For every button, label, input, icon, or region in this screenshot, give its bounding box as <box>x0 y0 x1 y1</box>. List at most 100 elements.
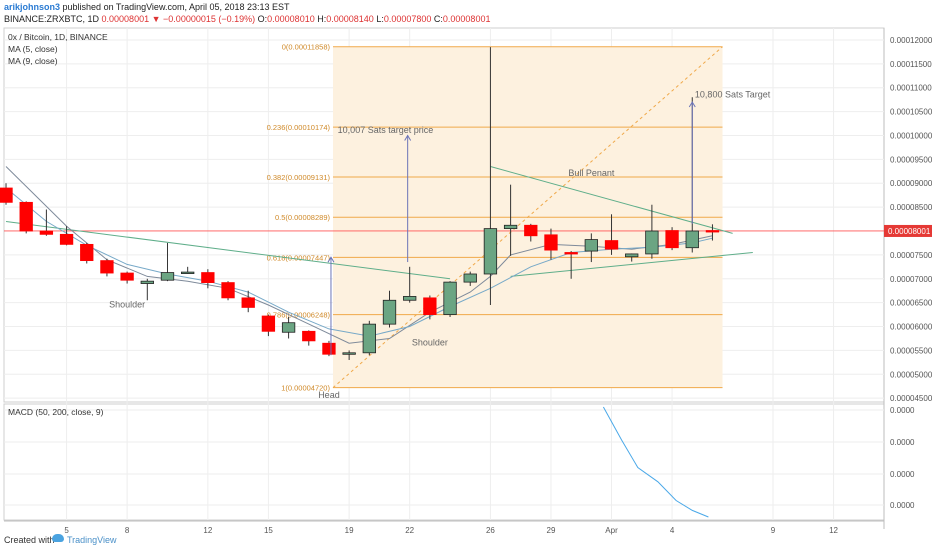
y-tick-label: 0.00010500 <box>890 108 932 117</box>
y-tick-label: 0.00005000 <box>890 370 932 379</box>
candle-body <box>261 315 276 332</box>
fib-trend-diagonal <box>332 46 723 389</box>
fib-level-label: 0.618(0.00007447) <box>267 253 331 262</box>
trendline <box>5 220 451 280</box>
candle-body <box>584 239 598 252</box>
annotation-label: Bull Penant <box>568 168 615 178</box>
annotation-label: Shoulder <box>109 299 145 309</box>
candle-body <box>322 342 336 355</box>
tradingview-brand[interactable]: TradingView <box>67 535 117 545</box>
y-tick-label: 0.00006500 <box>890 299 932 308</box>
x-tick-label: 12 <box>829 526 838 535</box>
candle-body <box>625 253 639 258</box>
x-tick-label: 26 <box>486 526 495 535</box>
footer: Created with TradingView <box>0 529 932 550</box>
candle-body <box>382 299 397 325</box>
y-tick-label: 0.00006000 <box>890 323 932 332</box>
y-tick-label: 0.00010000 <box>890 131 932 140</box>
candle-body <box>0 187 13 203</box>
y-tick-label: 0.00008500 <box>890 203 932 212</box>
created-with-label: Created with <box>4 535 55 545</box>
legend-ma9: MA (9, close) <box>8 56 58 66</box>
trendline <box>510 251 753 277</box>
candle-body <box>443 281 457 315</box>
x-tick-label: 29 <box>547 526 556 535</box>
macd-pane <box>3 403 885 521</box>
candle-body <box>463 273 477 283</box>
candle-body <box>685 230 699 249</box>
open-label: O: <box>257 14 268 24</box>
x-tick-label: 12 <box>203 526 212 535</box>
candle-body <box>19 201 33 232</box>
annotation-label: 10,800 Sats Target <box>695 89 771 99</box>
arrow-head-icon <box>404 134 412 141</box>
candle-body <box>80 243 94 262</box>
low-label: L: <box>376 14 384 24</box>
candle-body <box>564 252 578 255</box>
last-price-axis-label: 0.00008001 <box>888 227 931 236</box>
macd-title: MACD (50, 200, close, 9) <box>8 407 104 417</box>
x-tick-label: 15 <box>264 526 273 535</box>
candle-body <box>160 272 175 281</box>
candle-body <box>201 272 215 283</box>
fib-level-label: 0.786(0.00006248) <box>267 311 331 320</box>
legend-ma5: MA (5, close) <box>8 44 58 54</box>
y-tick-label: 0.00009500 <box>890 155 932 164</box>
candle-body <box>645 230 659 255</box>
candle-body <box>342 352 356 355</box>
annotation-label: 10,007 Sats target price <box>338 125 434 135</box>
candle-body <box>59 233 74 245</box>
close-label: C: <box>433 14 443 24</box>
candle-body <box>544 234 558 251</box>
x-tick-label: 9 <box>771 526 776 535</box>
annotation-label: Shoulder <box>412 338 448 348</box>
candle-body <box>120 272 134 281</box>
author-link[interactable]: arikjohnson3 <box>4 2 61 12</box>
candle-body <box>604 240 619 250</box>
x-tick-label: 8 <box>125 526 130 535</box>
x-tick-label: 5 <box>64 526 69 535</box>
macd-y-tick-label: 0.0000 <box>890 470 915 479</box>
x-tick-label: 4 <box>670 526 675 535</box>
y-tick-label: 0.00011000 <box>890 84 932 93</box>
fib-level-label: 0(0.00011858) <box>282 43 331 52</box>
last-price: 0.00008001 <box>101 14 150 24</box>
close-value: 0.00008001 <box>442 14 491 24</box>
candle-body <box>100 260 114 274</box>
y-tick-label: 0.00005500 <box>890 346 932 355</box>
fib-level-label: 0.5(0.00008289) <box>275 213 331 222</box>
candle-body <box>181 271 195 274</box>
change-arrow-icon: ▼ <box>151 14 161 24</box>
tradingview-cloud-icon <box>52 534 64 542</box>
candle-body <box>39 230 54 235</box>
y-tick-label: 0.00012000 <box>890 36 932 45</box>
candle-body <box>705 230 720 233</box>
y-tick-label: 0.00011500 <box>890 60 932 69</box>
candle-body <box>503 224 518 230</box>
fib-level-label: 1(0.00004720) <box>281 384 330 393</box>
candle-body <box>241 297 255 308</box>
last-price-badge <box>884 224 932 237</box>
macd-y-tick-label: 0.0000 <box>890 438 915 447</box>
candle-body <box>302 330 316 342</box>
y-tick-label: 0.00009000 <box>890 179 932 188</box>
fib-level-label: 0.382(0.00009131) <box>267 173 331 182</box>
y-tick-label: 0.00007000 <box>890 275 932 284</box>
open-value: 0.00008010 <box>267 14 315 24</box>
candle-body <box>483 228 498 275</box>
candle-body <box>665 230 679 249</box>
candle-body <box>403 296 417 301</box>
macd-y-tick-label: 0.0000 <box>890 501 915 510</box>
high-label: H: <box>317 14 327 24</box>
published-text: published on TradingView.com, April 05, … <box>62 2 290 12</box>
chart-header: arikjohnson3 published on TradingView.co… <box>0 0 932 26</box>
macd-y-tick-label: 0.0000 <box>890 406 915 415</box>
x-tick-label: Apr <box>605 526 618 535</box>
high-value: 0.00008140 <box>326 14 374 24</box>
candle-body <box>362 323 376 354</box>
candle-body <box>221 282 235 299</box>
x-tick-label: 19 <box>345 526 354 535</box>
legend-title: 0x / Bitcoin, 1D, BINANCE <box>8 32 108 42</box>
candle-body <box>281 322 296 333</box>
